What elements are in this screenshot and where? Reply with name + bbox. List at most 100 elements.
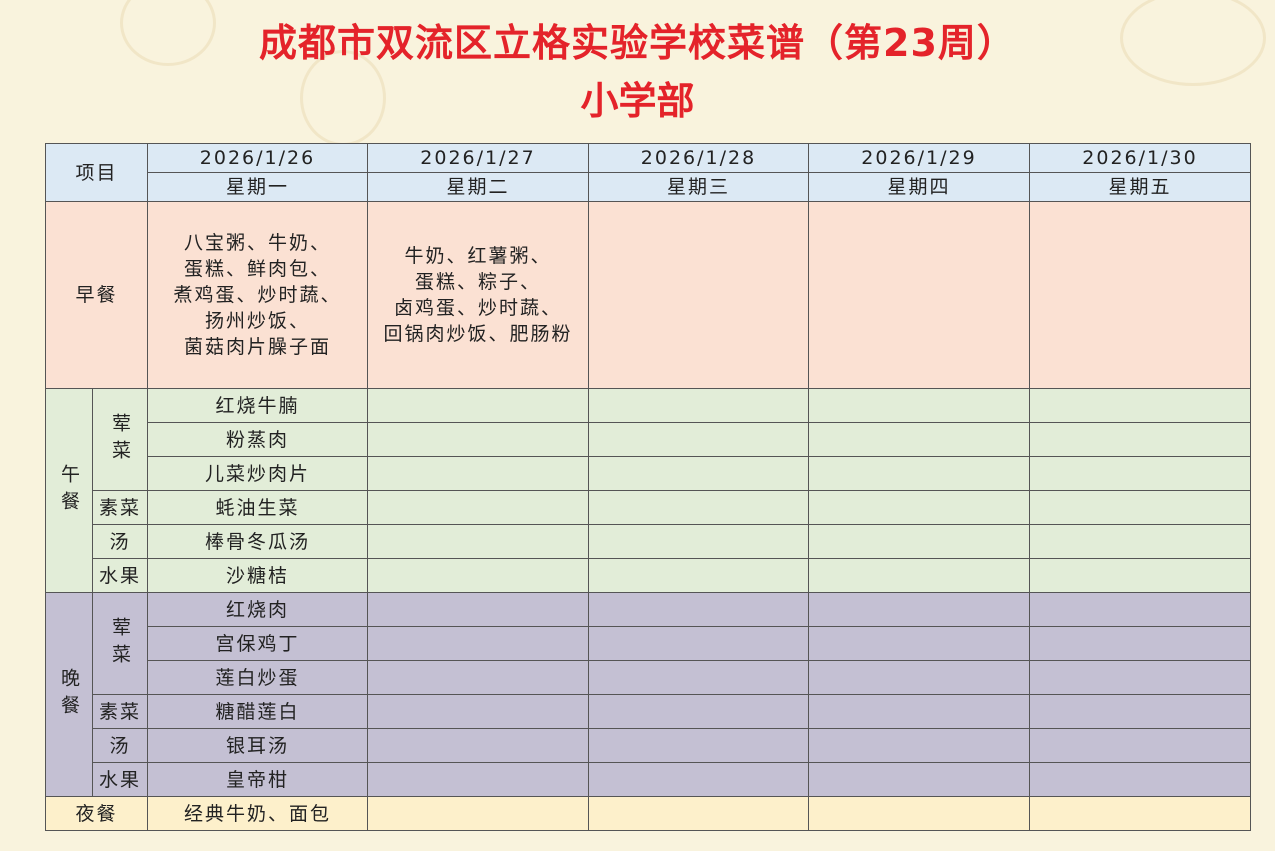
breakfast-cell <box>1029 201 1252 389</box>
empty-menu-cell <box>1029 456 1252 491</box>
dinner-label: 晚餐 <box>45 592 93 797</box>
dinner-row: 水果 皇帝柑 <box>46 762 1252 797</box>
empty-menu-cell <box>367 422 590 457</box>
lunch-veg-label: 素菜 <box>91 490 149 525</box>
empty-menu-cell <box>588 422 810 457</box>
empty-menu-cell <box>367 558 590 593</box>
empty-menu-cell <box>367 490 590 525</box>
lunch-fruit-label: 水果 <box>91 558 149 593</box>
empty-menu-cell <box>588 592 810 627</box>
header-row-dates: 项目 2026/1/26 2026/1/27 2026/1/28 2026/1/… <box>44 143 1252 202</box>
empty-menu-cell <box>367 762 590 797</box>
menu-cell: 经典牛奶、面包 <box>147 796 369 831</box>
decorative-background-pattern <box>120 0 216 66</box>
page-subtitle: 小学部 <box>580 79 695 123</box>
empty-menu-cell <box>808 422 1031 457</box>
empty-menu-cell <box>588 694 810 729</box>
empty-menu-cell <box>588 796 810 831</box>
empty-menu-cell <box>1029 422 1252 457</box>
empty-menu-cell <box>588 626 810 661</box>
empty-menu-cell <box>588 524 810 559</box>
breakfast-cell <box>808 201 1031 389</box>
empty-menu-cell <box>808 558 1031 593</box>
dinner-row: 宫保鸡丁 <box>46 626 1252 661</box>
dinner-fruit-label: 水果 <box>91 762 149 797</box>
empty-menu-cell <box>367 592 590 627</box>
dinner-row: 汤银耳汤 <box>46 728 1252 763</box>
empty-menu-cell <box>808 660 1031 695</box>
breakfast-cell: 牛奶、红薯粥、 蛋糕、粽子、 卤鸡蛋、炒时蔬、 回锅肉炒饭、肥肠粉 <box>367 201 590 389</box>
menu-cell: 糖醋莲白 <box>147 694 369 729</box>
empty-menu-cell <box>367 728 590 763</box>
empty-menu-cell <box>367 796 590 831</box>
date-header: 2026/1/29 <box>808 143 1031 173</box>
breakfast-cell: 八宝粥、牛奶、 蛋糕、鲜肉包、 煮鸡蛋、炒时蔬、 扬州炒饭、 菌菇肉片臊子面 <box>147 201 369 389</box>
menu-table: 项目 2026/1/26 2026/1/27 2026/1/28 2026/1/… <box>44 143 1252 831</box>
empty-menu-cell <box>1029 490 1252 525</box>
dinner-row: 素菜 糖醋莲白 <box>46 694 1252 729</box>
weekday-header: 星期五 <box>1029 172 1252 202</box>
decorative-background-pattern <box>1120 0 1266 86</box>
empty-menu-cell <box>1029 626 1252 661</box>
weekday-header: 星期二 <box>367 172 590 202</box>
dinner-veg-label: 素菜 <box>91 694 149 729</box>
empty-menu-cell <box>367 456 590 491</box>
empty-menu-cell <box>588 728 810 763</box>
empty-menu-cell <box>1029 796 1252 831</box>
empty-menu-cell <box>808 762 1031 797</box>
lunch-row: 汤棒骨冬瓜汤 <box>46 524 1252 559</box>
menu-cell: 棒骨冬瓜汤 <box>147 524 369 559</box>
empty-menu-cell <box>808 694 1031 729</box>
breakfast-label: 早餐 <box>44 201 149 389</box>
lunch-meat-label: 荤菜 <box>91 388 149 491</box>
menu-cell: 银耳汤 <box>147 728 369 763</box>
breakfast-cell <box>588 201 810 389</box>
weekday-header: 星期一 <box>147 172 369 202</box>
dinner-row: 晚餐 荤菜 红烧肉 <box>45 592 1252 797</box>
empty-menu-cell <box>808 626 1031 661</box>
lunch-row: 水果 沙糖桔 <box>46 558 1252 593</box>
empty-menu-cell <box>588 660 810 695</box>
empty-menu-cell <box>588 490 810 525</box>
empty-menu-cell <box>1029 524 1252 559</box>
empty-menu-cell <box>367 626 590 661</box>
empty-menu-cell <box>367 524 590 559</box>
empty-menu-cell <box>808 490 1031 525</box>
weekday-header: 星期三 <box>588 172 810 202</box>
weekday-header: 星期四 <box>808 172 1031 202</box>
lunch-row: 素菜 蚝油生菜 <box>46 490 1252 525</box>
menu-cell: 莲白炒蛋 <box>147 660 369 695</box>
empty-menu-cell <box>1029 558 1252 593</box>
empty-menu-cell <box>367 660 590 695</box>
header-row-weekdays: 星期一 星期二 星期三 星期四 星期五 <box>46 172 1252 202</box>
empty-menu-cell <box>808 592 1031 627</box>
empty-menu-cell <box>808 524 1031 559</box>
lunch-row: 午餐 荤菜 红烧牛腩 <box>45 388 1252 593</box>
empty-menu-cell <box>1029 694 1252 729</box>
menu-cell: 宫保鸡丁 <box>147 626 369 661</box>
date-header: 2026/1/26 <box>147 143 369 173</box>
lunch-soup-label: 汤 <box>91 524 149 559</box>
menu-cell: 儿菜炒肉片 <box>147 456 369 491</box>
empty-menu-cell <box>808 728 1031 763</box>
empty-menu-cell <box>1029 660 1252 695</box>
empty-menu-cell <box>1029 762 1252 797</box>
night-snack-row: 夜餐 经典牛奶、面包 <box>44 796 1252 831</box>
dinner-meat-label: 荤菜 <box>91 592 149 695</box>
breakfast-row: 早餐 八宝粥、牛奶、 蛋糕、鲜肉包、 煮鸡蛋、炒时蔬、 扬州炒饭、 菌菇肉片臊子… <box>44 201 1252 389</box>
empty-menu-cell <box>808 456 1031 491</box>
date-header: 2026/1/30 <box>1029 143 1252 173</box>
menu-cell: 皇帝柑 <box>147 762 369 797</box>
empty-menu-cell <box>588 388 810 423</box>
menu-cell: 红烧肉 <box>147 592 369 627</box>
empty-menu-cell <box>808 796 1031 831</box>
empty-menu-cell <box>1029 388 1252 423</box>
empty-menu-cell <box>588 456 810 491</box>
menu-cell: 蚝油生菜 <box>147 490 369 525</box>
menu-cell: 沙糖桔 <box>147 558 369 593</box>
menu-cell: 粉蒸肉 <box>147 422 369 457</box>
empty-menu-cell <box>808 388 1031 423</box>
date-header: 2026/1/28 <box>588 143 810 173</box>
night-label: 夜餐 <box>44 796 149 831</box>
lunch-label: 午餐 <box>45 388 93 593</box>
